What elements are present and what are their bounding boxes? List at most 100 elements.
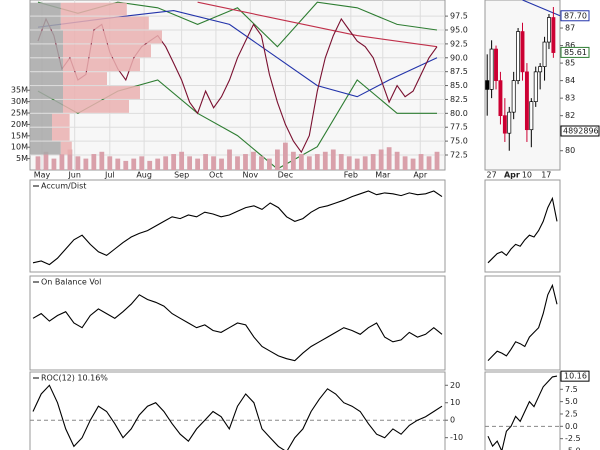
volume-bar xyxy=(51,158,57,170)
volume-bar xyxy=(378,149,384,170)
x-tick-label: Mar xyxy=(375,171,391,180)
y-tick-label: 75.0 xyxy=(450,137,468,146)
candle-body xyxy=(542,41,547,67)
volume-bar xyxy=(314,154,320,170)
volume-by-price-bar xyxy=(52,113,70,127)
value-flag-label: 85.61 xyxy=(564,48,587,57)
volume-bar xyxy=(394,151,400,170)
volume-by-price-bar xyxy=(30,72,63,86)
series-line xyxy=(197,1,438,48)
y-tick-label: 87 xyxy=(565,24,575,33)
x-tick-label: Oct xyxy=(209,171,223,180)
volume-bar xyxy=(298,154,304,170)
volume-bar xyxy=(354,158,360,170)
volume-by-price-bar xyxy=(63,72,107,86)
y-tick-label: 10 xyxy=(450,398,460,407)
volume-by-price-bar xyxy=(52,127,70,141)
volume-by-price-bar xyxy=(30,16,61,30)
volume-bar xyxy=(434,151,440,170)
y-tick-label: 77.5 xyxy=(450,123,468,132)
y-tick-label: 5.0 xyxy=(565,397,578,406)
volume-bar xyxy=(306,156,312,170)
volume-bar xyxy=(211,156,216,170)
volume-bar xyxy=(346,156,352,170)
y-tick-label: -10 xyxy=(450,433,463,442)
volume-bar xyxy=(59,154,65,170)
candle-body xyxy=(520,31,525,73)
volume-bar xyxy=(418,154,424,170)
candle-body xyxy=(529,101,534,131)
x-tick-label: Nov xyxy=(242,171,258,180)
volume-bar xyxy=(370,154,376,170)
volume-bar xyxy=(219,158,224,170)
volume-by-price-bar xyxy=(30,86,63,99)
volume-bar xyxy=(123,160,129,170)
value-flag xyxy=(560,370,590,382)
volume-by-price-bar xyxy=(30,30,63,44)
candle-body xyxy=(533,71,538,102)
volume-bar xyxy=(163,156,169,170)
volume-bar xyxy=(330,149,336,170)
y-tick-label: 80.0 xyxy=(450,109,468,118)
volume-bar xyxy=(83,158,89,170)
volume-by-price-bar xyxy=(63,86,140,99)
candle-body xyxy=(485,80,490,90)
y-tick-label: 2.5 xyxy=(565,409,578,418)
y-tick-label: 0 xyxy=(450,416,455,425)
candle-body xyxy=(502,115,507,134)
value-flag-label: 87.70 xyxy=(564,11,587,20)
candle-body xyxy=(551,17,556,53)
series-line xyxy=(32,294,443,362)
volume-by-price-bar xyxy=(60,2,127,16)
volume-by-price-bar xyxy=(30,58,63,72)
y-tick-label: 92.5 xyxy=(450,39,468,48)
volume-bar xyxy=(171,154,177,170)
volume-bar xyxy=(155,158,161,170)
volume-by-price-bar xyxy=(60,141,72,155)
volume-by-price-bar xyxy=(30,141,61,155)
volume-bar xyxy=(362,156,368,170)
x-tick-label: 27 xyxy=(487,171,497,180)
volume-bar xyxy=(75,156,81,170)
volume-bar xyxy=(290,151,296,170)
y-tick-label: 84 xyxy=(565,76,575,85)
volume-bar xyxy=(67,149,73,170)
volume-by-price-bar xyxy=(30,127,52,141)
y-tick-label: 25M xyxy=(11,109,28,118)
y-tick-label: 0.0 xyxy=(565,422,578,431)
volume-bar xyxy=(282,142,288,170)
y-tick-label: -5.0 xyxy=(565,447,581,450)
candle-body xyxy=(494,48,498,81)
volume-by-price-bar xyxy=(60,16,149,30)
volume-by-price-bar xyxy=(30,2,61,16)
x-tick-label: Sep xyxy=(174,171,189,180)
volume-bar xyxy=(187,156,193,170)
candle-body xyxy=(511,80,516,113)
candle-body xyxy=(538,66,543,73)
volume-bar xyxy=(243,154,248,170)
y-tick-label: 15M xyxy=(11,131,28,140)
x-tick-label: Aug xyxy=(136,171,152,180)
value-flag xyxy=(560,46,590,58)
volume-bar xyxy=(147,160,153,170)
volume-by-price-bar xyxy=(63,30,162,44)
volume-bar xyxy=(322,151,328,170)
y-tick-label: 30M xyxy=(11,97,28,106)
x-tick-label: Jun xyxy=(67,171,81,180)
candle-body xyxy=(547,17,551,43)
volume-bar xyxy=(139,156,145,170)
volume-bar xyxy=(235,156,240,170)
x-tick-label: Feb xyxy=(344,171,358,180)
volume-bar xyxy=(251,151,256,170)
series-line xyxy=(487,375,558,450)
y-tick-label: 35M xyxy=(11,86,28,95)
candle-body xyxy=(524,71,529,131)
volume-by-price-bar xyxy=(63,44,151,58)
candle-body xyxy=(489,48,494,90)
x-tick-label: 10 xyxy=(522,171,532,180)
volume-bar xyxy=(203,154,208,170)
y-tick-label: 20M xyxy=(11,120,28,129)
volume-bar xyxy=(426,156,432,170)
volume-bar xyxy=(179,151,185,170)
